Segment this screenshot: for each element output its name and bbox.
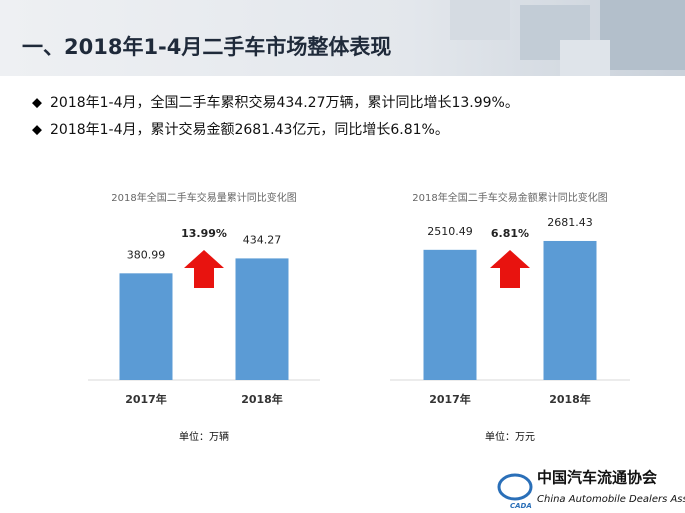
unit-label: 单位：万元 bbox=[485, 430, 535, 443]
value-label: 434.27 bbox=[243, 233, 282, 246]
unit-label: 单位：万辆 bbox=[179, 430, 229, 443]
bullet-icon: ◆ bbox=[32, 96, 42, 111]
bullet-text: 2018年1-4月，全国二手车累积交易434.27万辆，累计同比增长13.99%… bbox=[50, 94, 519, 111]
logo-en: China Automobile Dealers Association bbox=[537, 494, 685, 505]
bar bbox=[119, 273, 173, 380]
x-tick-label: 2018年 bbox=[241, 392, 283, 406]
bullet-text: 2018年1-4月，累计交易金额2681.43亿元，同比增长6.81%。 bbox=[50, 121, 449, 138]
growth-label: 13.99% bbox=[181, 227, 227, 240]
bar bbox=[423, 249, 477, 380]
value-label: 380.99 bbox=[127, 248, 166, 261]
chart-title: 2018年全国二手车交易金额累计同比变化图 bbox=[412, 191, 607, 204]
logo: CADA 中国汽车流通协会 China Automobile Dealers A… bbox=[497, 469, 685, 510]
bar bbox=[543, 240, 597, 380]
value-label: 2510.49 bbox=[427, 225, 473, 238]
x-tick-label: 2017年 bbox=[125, 392, 167, 406]
chart-title: 2018年全国二手车交易量累计同比变化图 bbox=[111, 191, 296, 204]
x-tick-label: 2018年 bbox=[549, 392, 591, 406]
bar bbox=[235, 258, 289, 380]
slide-title: 一、2018年1-4月二手车市场整体表现 bbox=[22, 35, 391, 59]
logo-cn: 中国汽车流通协会 bbox=[537, 469, 657, 487]
growth-arrow bbox=[490, 250, 530, 288]
logo-mark: CADA bbox=[510, 502, 532, 510]
growth-arrow bbox=[184, 250, 224, 288]
value-label: 2681.43 bbox=[547, 216, 593, 229]
x-tick-label: 2017年 bbox=[429, 392, 471, 406]
bullet-icon: ◆ bbox=[32, 123, 42, 138]
header-decoration bbox=[450, 0, 685, 76]
growth-label: 6.81% bbox=[491, 227, 529, 240]
